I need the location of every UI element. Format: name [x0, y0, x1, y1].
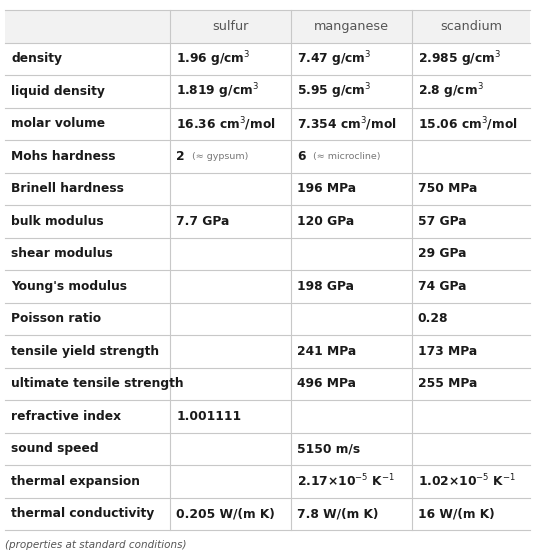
Text: shear modulus: shear modulus — [11, 247, 113, 260]
Text: bulk modulus: bulk modulus — [11, 215, 104, 228]
Text: tensile yield strength: tensile yield strength — [11, 345, 159, 358]
Text: Mohs hardness: Mohs hardness — [11, 150, 116, 163]
Text: 5.95 g/cm$^{3}$: 5.95 g/cm$^{3}$ — [297, 82, 372, 101]
Text: 57 GPa: 57 GPa — [418, 215, 467, 228]
Text: 255 MPa: 255 MPa — [418, 377, 477, 390]
Text: 241 MPa: 241 MPa — [297, 345, 356, 358]
Text: 16 W/(m K): 16 W/(m K) — [418, 507, 494, 520]
Text: 15.06 cm$^{3}$/mol: 15.06 cm$^{3}$/mol — [418, 115, 518, 132]
Text: 1.819 g/cm$^{3}$: 1.819 g/cm$^{3}$ — [177, 82, 259, 101]
Text: density: density — [11, 52, 62, 65]
Text: 74 GPa: 74 GPa — [418, 280, 467, 293]
Text: 7.354 cm$^{3}$/mol: 7.354 cm$^{3}$/mol — [297, 115, 397, 132]
Text: 0.205 W/(m K): 0.205 W/(m K) — [177, 507, 275, 520]
Text: 16.36 cm$^{3}$/mol: 16.36 cm$^{3}$/mol — [177, 115, 276, 132]
Text: 6: 6 — [297, 150, 305, 163]
Text: 29 GPa: 29 GPa — [418, 247, 467, 260]
Text: 2.985 g/cm$^{3}$: 2.985 g/cm$^{3}$ — [418, 49, 501, 69]
Text: 1.02×10$^{-5}$ K$^{-1}$: 1.02×10$^{-5}$ K$^{-1}$ — [418, 473, 516, 490]
Text: liquid density: liquid density — [11, 85, 105, 98]
Text: 2.8 g/cm$^{3}$: 2.8 g/cm$^{3}$ — [418, 82, 484, 101]
Text: 7.47 g/cm$^{3}$: 7.47 g/cm$^{3}$ — [297, 49, 372, 69]
Text: 2.17×10$^{-5}$ K$^{-1}$: 2.17×10$^{-5}$ K$^{-1}$ — [297, 473, 395, 490]
Text: 0.28: 0.28 — [418, 312, 448, 325]
Text: ultimate tensile strength: ultimate tensile strength — [11, 377, 184, 390]
Text: manganese: manganese — [314, 20, 389, 33]
Text: 120 GPa: 120 GPa — [297, 215, 354, 228]
Text: thermal expansion: thermal expansion — [11, 475, 140, 488]
Text: sound speed: sound speed — [11, 442, 98, 455]
Text: 7.8 W/(m K): 7.8 W/(m K) — [297, 507, 378, 520]
Text: 1.001111: 1.001111 — [177, 410, 241, 423]
Text: 2: 2 — [177, 150, 185, 163]
Text: 198 GPa: 198 GPa — [297, 280, 354, 293]
Text: 496 MPa: 496 MPa — [297, 377, 356, 390]
Text: 196 MPa: 196 MPa — [297, 182, 356, 195]
Text: thermal conductivity: thermal conductivity — [11, 507, 154, 520]
Text: Brinell hardness: Brinell hardness — [11, 182, 124, 195]
Text: 5150 m/s: 5150 m/s — [297, 442, 360, 455]
Text: (≈ gypsum): (≈ gypsum) — [186, 151, 248, 161]
Text: molar volume: molar volume — [11, 117, 105, 130]
Text: 1.96 g/cm$^{3}$: 1.96 g/cm$^{3}$ — [177, 49, 251, 69]
Text: Poisson ratio: Poisson ratio — [11, 312, 101, 325]
Text: (properties at standard conditions): (properties at standard conditions) — [5, 540, 187, 550]
Text: 7.7 GPa: 7.7 GPa — [177, 215, 230, 228]
Text: scandium: scandium — [440, 20, 502, 33]
Text: refractive index: refractive index — [11, 410, 121, 423]
Bar — [5, 10, 530, 42]
Text: sulfur: sulfur — [212, 20, 249, 33]
Text: 750 MPa: 750 MPa — [418, 182, 477, 195]
Text: 173 MPa: 173 MPa — [418, 345, 477, 358]
Text: Young's modulus: Young's modulus — [11, 280, 127, 293]
Text: (≈ microcline): (≈ microcline) — [307, 151, 380, 161]
